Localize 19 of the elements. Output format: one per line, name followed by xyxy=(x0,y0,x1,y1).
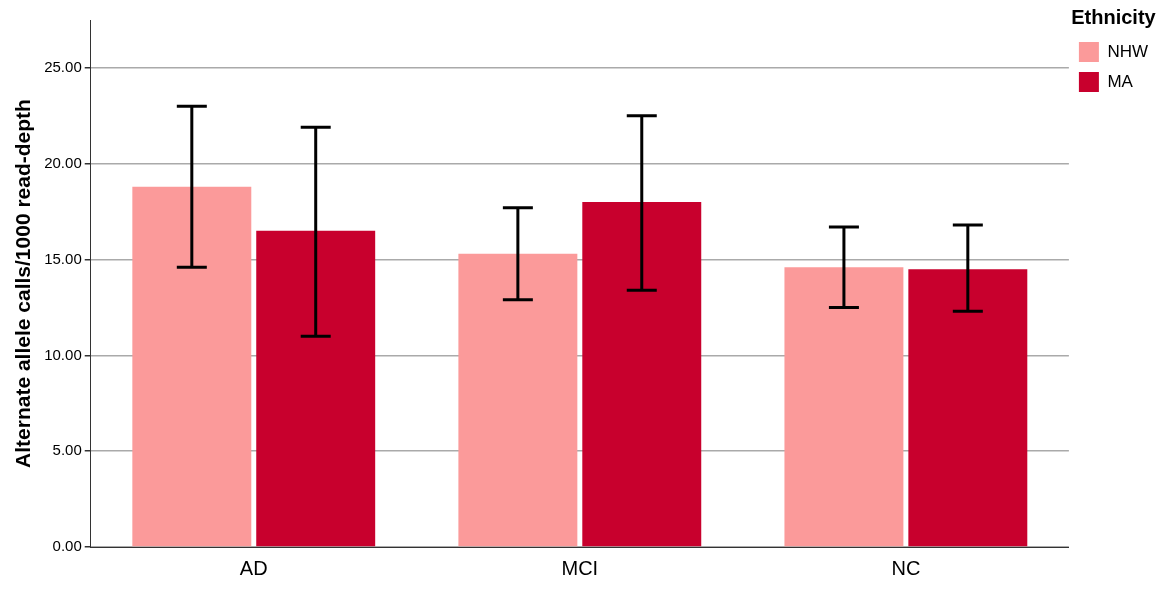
legend-label: MA xyxy=(1107,71,1134,91)
bar xyxy=(256,230,376,547)
x-tick-label: AD xyxy=(239,556,268,579)
legend-title: Ethnicity xyxy=(1071,5,1157,28)
bar xyxy=(132,186,252,547)
bar xyxy=(582,202,702,547)
bar xyxy=(458,253,578,547)
y-tick-label: 10.00 xyxy=(44,345,82,363)
y-tick-label: 20.00 xyxy=(44,153,82,171)
y-axis-title: Alternate allele calls/1000 read-depth xyxy=(11,99,35,468)
y-tick-label: 0.00 xyxy=(52,537,82,555)
y-tick-label: 5.00 xyxy=(52,441,82,459)
y-tick-label: 15.00 xyxy=(44,249,82,267)
y-tick-label: 25.00 xyxy=(44,58,82,76)
x-tick-label: NC xyxy=(891,556,921,579)
legend-label: NHW xyxy=(1107,41,1149,61)
bar xyxy=(908,269,1028,547)
x-tick-label: MCI xyxy=(561,556,599,579)
bar xyxy=(784,267,904,547)
